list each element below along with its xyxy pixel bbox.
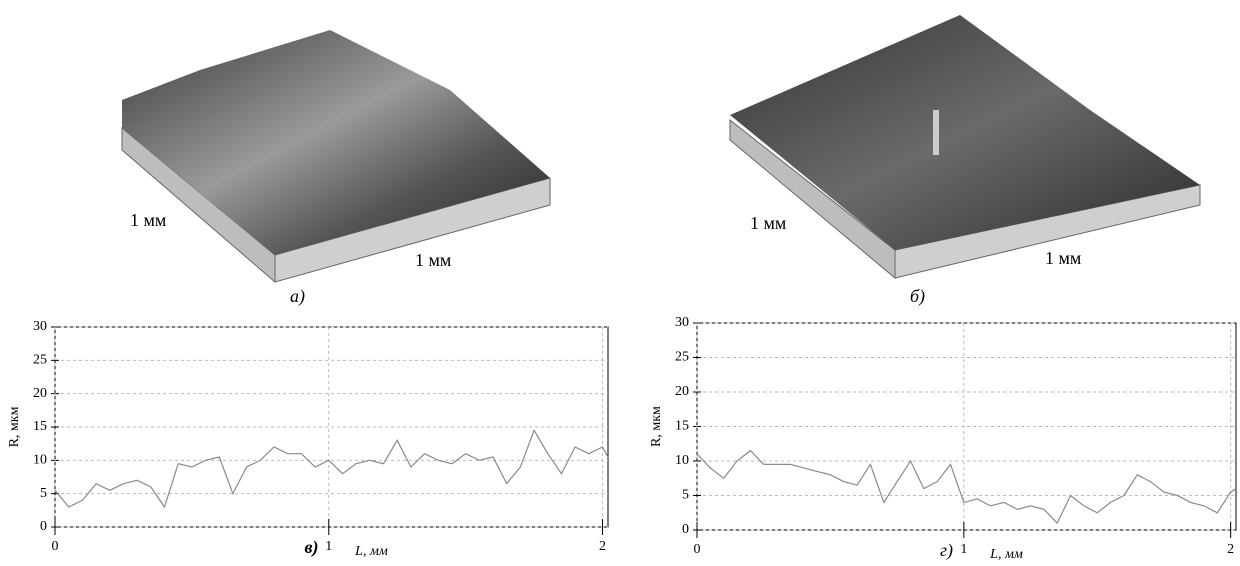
x-tick-label: 1: [960, 542, 967, 557]
y-tick-label: 25: [675, 350, 689, 365]
y-tick-label: 25: [33, 353, 47, 368]
x-tick-label: 2: [599, 539, 606, 554]
caption: г): [940, 540, 953, 561]
caption: а): [290, 286, 305, 307]
y-axis-label: R, мкм: [7, 406, 22, 447]
figure: 1 мм 1 мм а) 1 мм 1 мм б) 05101520253001…: [0, 0, 1240, 566]
surface-a: [122, 30, 550, 282]
scale-label: 1 мм: [1045, 248, 1081, 268]
y-tick-label: 5: [682, 488, 689, 503]
y-tick-label: 0: [40, 519, 47, 534]
scale-label: 1 мм: [415, 250, 451, 270]
x-tick-label: 1: [325, 539, 332, 554]
y-tick-label: 15: [33, 419, 47, 434]
x-axis-label: L, мм: [989, 547, 1023, 562]
profile-line: [55, 430, 608, 507]
y-tick-label: 5: [40, 486, 47, 501]
y-tick-label: 15: [675, 419, 689, 434]
y-tick-label: 20: [675, 384, 689, 399]
x-tick-label: 0: [694, 542, 701, 557]
x-tick-label: 2: [1227, 542, 1234, 557]
x-axis-label: L, мм: [354, 544, 388, 559]
y-tick-label: 30: [33, 319, 47, 334]
y-tick-label: 10: [33, 453, 47, 468]
y-tick-label: 30: [675, 315, 689, 330]
scale-label: 1 мм: [750, 213, 786, 233]
caption: в): [304, 537, 318, 558]
y-tick-label: 10: [675, 453, 689, 468]
surface-b: [730, 15, 1200, 278]
caption: б): [910, 286, 925, 307]
y-axis-label: R, мкм: [649, 406, 664, 447]
y-tick-label: 20: [33, 386, 47, 401]
x-tick-label: 0: [52, 539, 59, 554]
y-tick-label: 0: [682, 522, 689, 537]
scale-label: 1 мм: [130, 210, 166, 230]
